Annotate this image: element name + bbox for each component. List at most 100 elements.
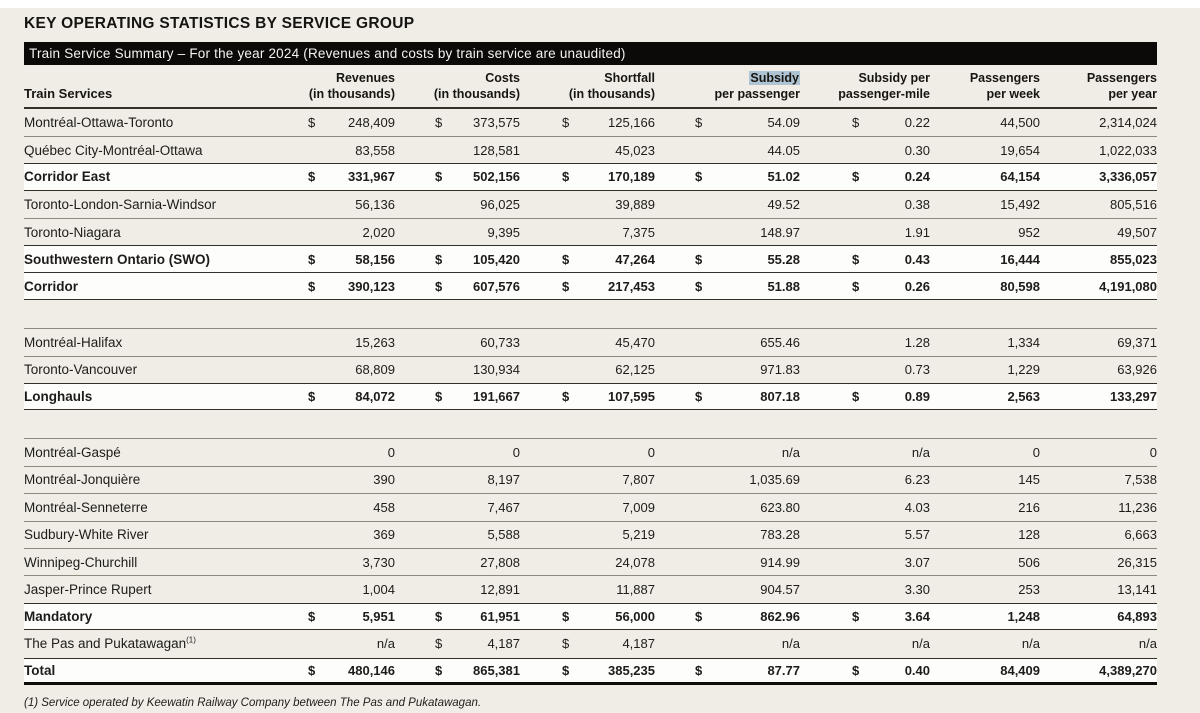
- dollar-sign: $: [435, 278, 443, 294]
- header-line2: per passenger: [714, 87, 800, 102]
- cell-subsidy-per-passenger: 904.57: [655, 582, 800, 597]
- cell-subsidy-per-passenger: $87.77: [655, 663, 800, 678]
- cell-value: 0.43: [904, 251, 930, 267]
- cell-value: 3,336,057: [1099, 169, 1157, 185]
- cell-subsidy-per-passenger: 914.99: [655, 555, 800, 570]
- cell-passengers-per-week: 15,492: [930, 197, 1040, 212]
- cell-value: 11,887: [616, 582, 655, 598]
- cell-passengers-per-week: 1,248: [930, 609, 1040, 624]
- cell-value: 11,236: [1118, 499, 1157, 515]
- cell-value: 248,409: [348, 114, 395, 130]
- cell-revenues: $480,146: [305, 663, 395, 678]
- cell-passengers-per-week: 44,500: [930, 115, 1040, 130]
- cell-subsidy-per-passenger: n/a: [655, 636, 800, 651]
- cell-revenues: n/a: [305, 636, 395, 651]
- cell-value: 63,926: [1117, 362, 1157, 378]
- cell-value: 502,156: [473, 169, 520, 185]
- cell-costs: $61,951: [395, 609, 520, 624]
- cell-value: 253: [1018, 582, 1040, 598]
- cell-value: 49.52: [767, 196, 800, 212]
- cell-value: 3.64: [904, 608, 930, 624]
- cell-value: 216: [1018, 499, 1040, 515]
- cell-passengers-per-week: 64,154: [930, 169, 1040, 184]
- cell-value: 7,467: [487, 499, 520, 515]
- cell-revenues: 83,558: [305, 143, 395, 158]
- dollar-sign: $: [695, 662, 703, 678]
- stats-table: Train Services Revenues (in thousands) Cost…: [24, 65, 1157, 685]
- cell-value: 83,558: [355, 142, 395, 158]
- dollar-sign: $: [435, 636, 443, 652]
- cell-costs: $191,667: [395, 389, 520, 404]
- cell-value: n/a: [376, 636, 395, 652]
- section-gap: [24, 300, 1157, 328]
- train-service-name: Montréal-Senneterre: [24, 499, 148, 515]
- cell-value: 5,219: [622, 527, 655, 543]
- train-service-name: Corridor East: [24, 169, 111, 185]
- cell-revenues: 3,730: [305, 555, 395, 570]
- column-header-subsidy-per-passenger: Subsidy per passenger: [655, 70, 800, 103]
- table-body: Montréal-Ottawa-Toronto $248,409 $373,575 $…: [24, 109, 1157, 685]
- header-line1: Revenues: [335, 71, 395, 85]
- dollar-sign: $: [852, 389, 860, 405]
- cell-subsidy-per-passenger: $807.18: [655, 389, 800, 404]
- cell-value: 369: [373, 527, 395, 543]
- page-top-margin: [0, 0, 1200, 8]
- cell-value: 3.30: [904, 582, 930, 598]
- cell-passengers-per-week: 952: [930, 225, 1040, 240]
- summary-row: Southwestern Ontario (SWO) $58,156 $105,42…: [24, 245, 1157, 273]
- cell-costs: 12,891: [395, 582, 520, 597]
- cell-train-service: Montréal-Ottawa-Toronto: [24, 115, 305, 130]
- cell-train-service: Montréal-Gaspé: [24, 445, 305, 460]
- cell-value: 44,500: [1000, 114, 1040, 130]
- train-service-name: Montréal-Halifax: [24, 334, 123, 350]
- header-line2: (in thousands): [433, 87, 520, 102]
- cell-shortfall: $56,000: [520, 609, 655, 624]
- cell-train-service: Toronto-London-Sarnia-Windsor: [24, 197, 305, 212]
- cell-costs: $105,420: [395, 252, 520, 267]
- header-line1: Subsidy per: [858, 71, 930, 85]
- cell-costs: 9,395: [395, 225, 520, 240]
- cell-value: 783.28: [760, 527, 800, 543]
- cell-shortfall: 11,887: [520, 582, 655, 597]
- cell-value: 133,297: [1110, 389, 1157, 405]
- header-line1: Shortfall: [604, 71, 655, 85]
- cell-value: 3.07: [904, 554, 930, 570]
- table-row: Québec City-Montréal-Ottawa 83,558 128,581…: [24, 135, 1157, 163]
- train-service-name: Toronto-London-Sarnia-Windsor: [24, 196, 217, 212]
- dollar-sign: $: [562, 114, 570, 130]
- dollar-sign: $: [695, 251, 703, 267]
- cell-costs: 60,733: [395, 335, 520, 350]
- cell-value: 4,389,270: [1099, 662, 1157, 678]
- cell-subsidy-per-passenger-mile: 6.23: [800, 472, 930, 487]
- cell-value: 7,807: [622, 472, 655, 488]
- cell-shortfall: 7,009: [520, 500, 655, 515]
- cell-value: 0: [512, 445, 520, 461]
- cell-value: 1,035.69: [749, 472, 800, 488]
- cell-revenues: $58,156: [305, 252, 395, 267]
- cell-passengers-per-week: 128: [930, 527, 1040, 542]
- cell-value: 2,314,024: [1099, 114, 1157, 130]
- summary-row: Corridor East $331,967 $502,156 $170,189 $51…: [24, 163, 1157, 191]
- cell-value: 12,891: [480, 582, 520, 598]
- dollar-sign: $: [435, 608, 443, 624]
- cell-value: 125,166: [608, 114, 655, 130]
- cell-value: 87.77: [767, 662, 800, 678]
- cell-train-service: Corridor East: [24, 169, 305, 184]
- cell-value: 1.91: [904, 224, 930, 240]
- cell-value: 6.23: [904, 472, 930, 488]
- cell-value: 51.88: [767, 278, 800, 294]
- cell-value: 807.18: [760, 389, 800, 405]
- cell-value: 58,156: [355, 251, 395, 267]
- cell-value: 458: [373, 499, 395, 515]
- dollar-sign: $: [562, 169, 570, 185]
- cell-value: 5,588: [487, 527, 520, 543]
- cell-value: 0.22: [904, 114, 930, 130]
- cell-value: 331,967: [348, 169, 395, 185]
- dollar-sign: $: [435, 251, 443, 267]
- train-service-name: Québec City-Montréal-Ottawa: [24, 142, 203, 158]
- cell-costs: 0: [395, 445, 520, 460]
- cell-subsidy-per-passenger: $51.88: [655, 279, 800, 294]
- cell-subsidy-per-passenger-mile: $0.26: [800, 279, 930, 294]
- cell-passengers-per-week: 19,654: [930, 143, 1040, 158]
- cell-train-service: Montréal-Jonquière: [24, 472, 305, 487]
